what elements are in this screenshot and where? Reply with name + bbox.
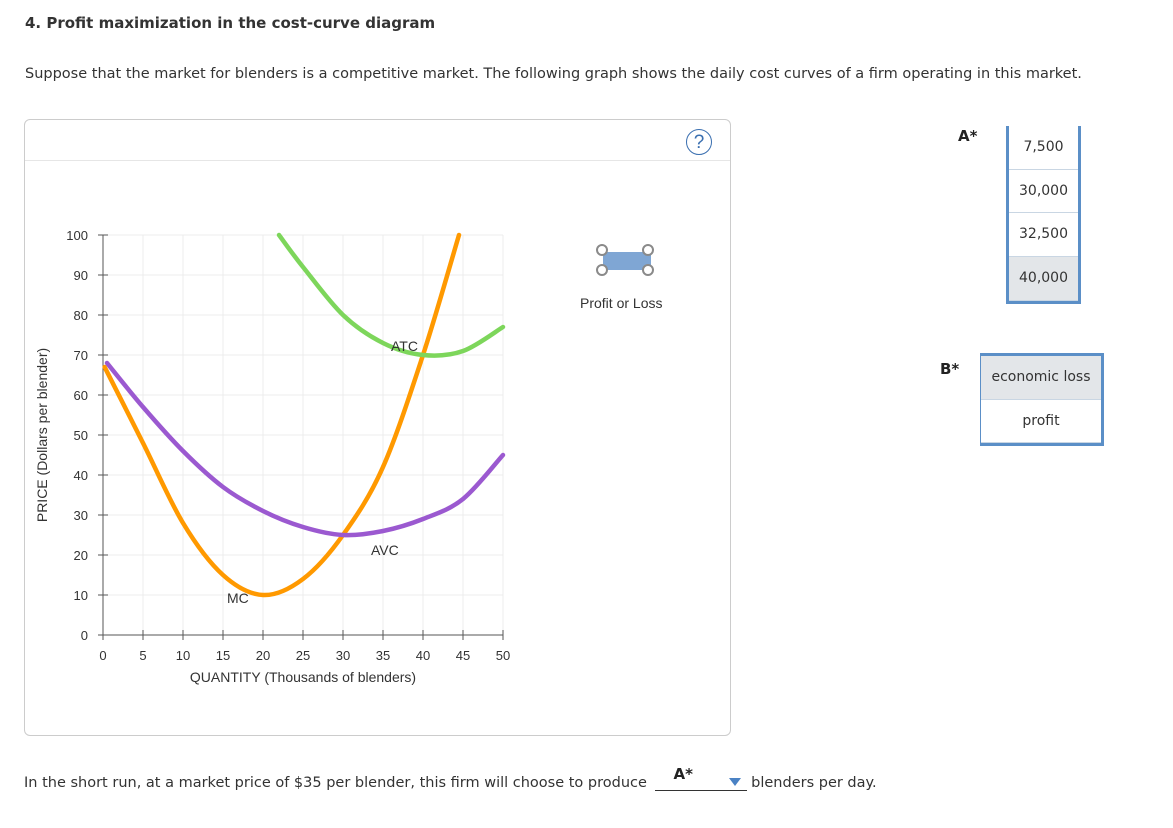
series-layer bbox=[102, 232, 506, 598]
x-tick-label: 25 bbox=[296, 648, 310, 663]
dropdown-b-options: economic loss profit bbox=[980, 353, 1104, 446]
x-tick-label: 50 bbox=[496, 648, 510, 663]
dropdown-a-option[interactable]: 32,500 bbox=[1009, 213, 1078, 258]
annotation-layer: MC AVC ATC bbox=[227, 338, 418, 606]
cost-curve-chart: 0 5 10 15 20 25 30 35 40 45 50 0 10 20 30 40 50 60 70 80 90 1… bbox=[34, 228, 654, 685]
question-sentence: In the short run, at a market price of $… bbox=[24, 765, 877, 791]
dropdown-a-option[interactable]: 40,000 bbox=[1009, 257, 1078, 301]
dropdown-a-options: 7,500 30,000 32,500 40,000 bbox=[1006, 126, 1081, 304]
y-tick-label: 100 bbox=[66, 228, 88, 243]
profit-loss-tool-handle bbox=[642, 264, 654, 276]
profit-loss-tool-handle bbox=[596, 264, 608, 276]
dropdown-b-option[interactable]: profit bbox=[981, 400, 1101, 443]
page-title: 4. Profit maximization in the cost-curve… bbox=[25, 14, 436, 32]
y-axis-label: PRICE (Dollars per blender) bbox=[34, 348, 50, 522]
quantity-dropdown[interactable]: A* bbox=[654, 765, 747, 791]
help-icon[interactable]: ? bbox=[686, 129, 712, 155]
quantity-dropdown-marker: A* bbox=[673, 765, 693, 783]
y-tick-label: 90 bbox=[74, 268, 88, 283]
x-tick-label: 5 bbox=[139, 648, 146, 663]
axis-layer: 0 5 10 15 20 25 30 35 40 45 50 0 10 20 30 40 50 60 70 80 90 1… bbox=[34, 228, 510, 685]
curve-label-atc: ATC bbox=[391, 338, 418, 354]
x-tick-label: 10 bbox=[176, 648, 190, 663]
series-avc-curve bbox=[104, 360, 506, 538]
panel-divider bbox=[25, 160, 730, 161]
x-tick-label: 40 bbox=[416, 648, 430, 663]
graph-panel: ? 0 5 10 15 20 25 30 35 40 45 50 0 10 20 30 40 50 60 70 80 9… bbox=[24, 119, 731, 736]
profit-loss-tool-label: Profit or Loss bbox=[580, 295, 663, 311]
curve-label-avc: AVC bbox=[371, 542, 399, 558]
x-tick-label: 0 bbox=[99, 648, 106, 663]
dropdown-b-option[interactable]: economic loss bbox=[981, 356, 1101, 400]
dropdown-b-marker: B* bbox=[940, 360, 960, 378]
y-tick-label: 40 bbox=[74, 468, 88, 483]
profit-loss-tool[interactable] bbox=[596, 244, 654, 276]
dropdown-a-option[interactable]: 7,500 bbox=[1009, 126, 1078, 170]
y-tick-label: 80 bbox=[74, 308, 88, 323]
dropdown-a-option[interactable]: 30,000 bbox=[1009, 170, 1078, 214]
question-prefix: In the short run, at a market price of $… bbox=[24, 775, 647, 791]
y-tick-label: 0 bbox=[81, 628, 88, 643]
profit-loss-tool-handle bbox=[596, 244, 608, 256]
y-tick-label: 10 bbox=[74, 588, 88, 603]
profit-loss-tool-handle bbox=[642, 244, 654, 256]
dropdown-a-marker: A* bbox=[958, 127, 978, 145]
y-tick-label: 70 bbox=[74, 348, 88, 363]
x-tick-label: 35 bbox=[376, 648, 390, 663]
y-tick-label: 50 bbox=[74, 428, 88, 443]
question-suffix: blenders per day. bbox=[751, 775, 877, 791]
x-axis-label: QUANTITY (Thousands of blenders) bbox=[190, 669, 416, 685]
series-mc-curve bbox=[102, 232, 462, 598]
x-tick-label: 30 bbox=[336, 648, 350, 663]
y-tick-label: 30 bbox=[74, 508, 88, 523]
x-tick-label: 15 bbox=[216, 648, 230, 663]
grid-layer bbox=[103, 234, 504, 635]
chevron-down-icon bbox=[728, 778, 741, 786]
intro-text: Suppose that the market for blenders is … bbox=[25, 66, 1082, 82]
y-tick-label: 20 bbox=[74, 548, 88, 563]
x-tick-label: 20 bbox=[256, 648, 270, 663]
profit-loss-tool-body bbox=[603, 252, 651, 270]
series-atc-curve bbox=[276, 232, 506, 358]
x-tick-label: 45 bbox=[456, 648, 470, 663]
curve-label-mc: MC bbox=[227, 590, 249, 606]
y-tick-label: 60 bbox=[74, 388, 88, 403]
